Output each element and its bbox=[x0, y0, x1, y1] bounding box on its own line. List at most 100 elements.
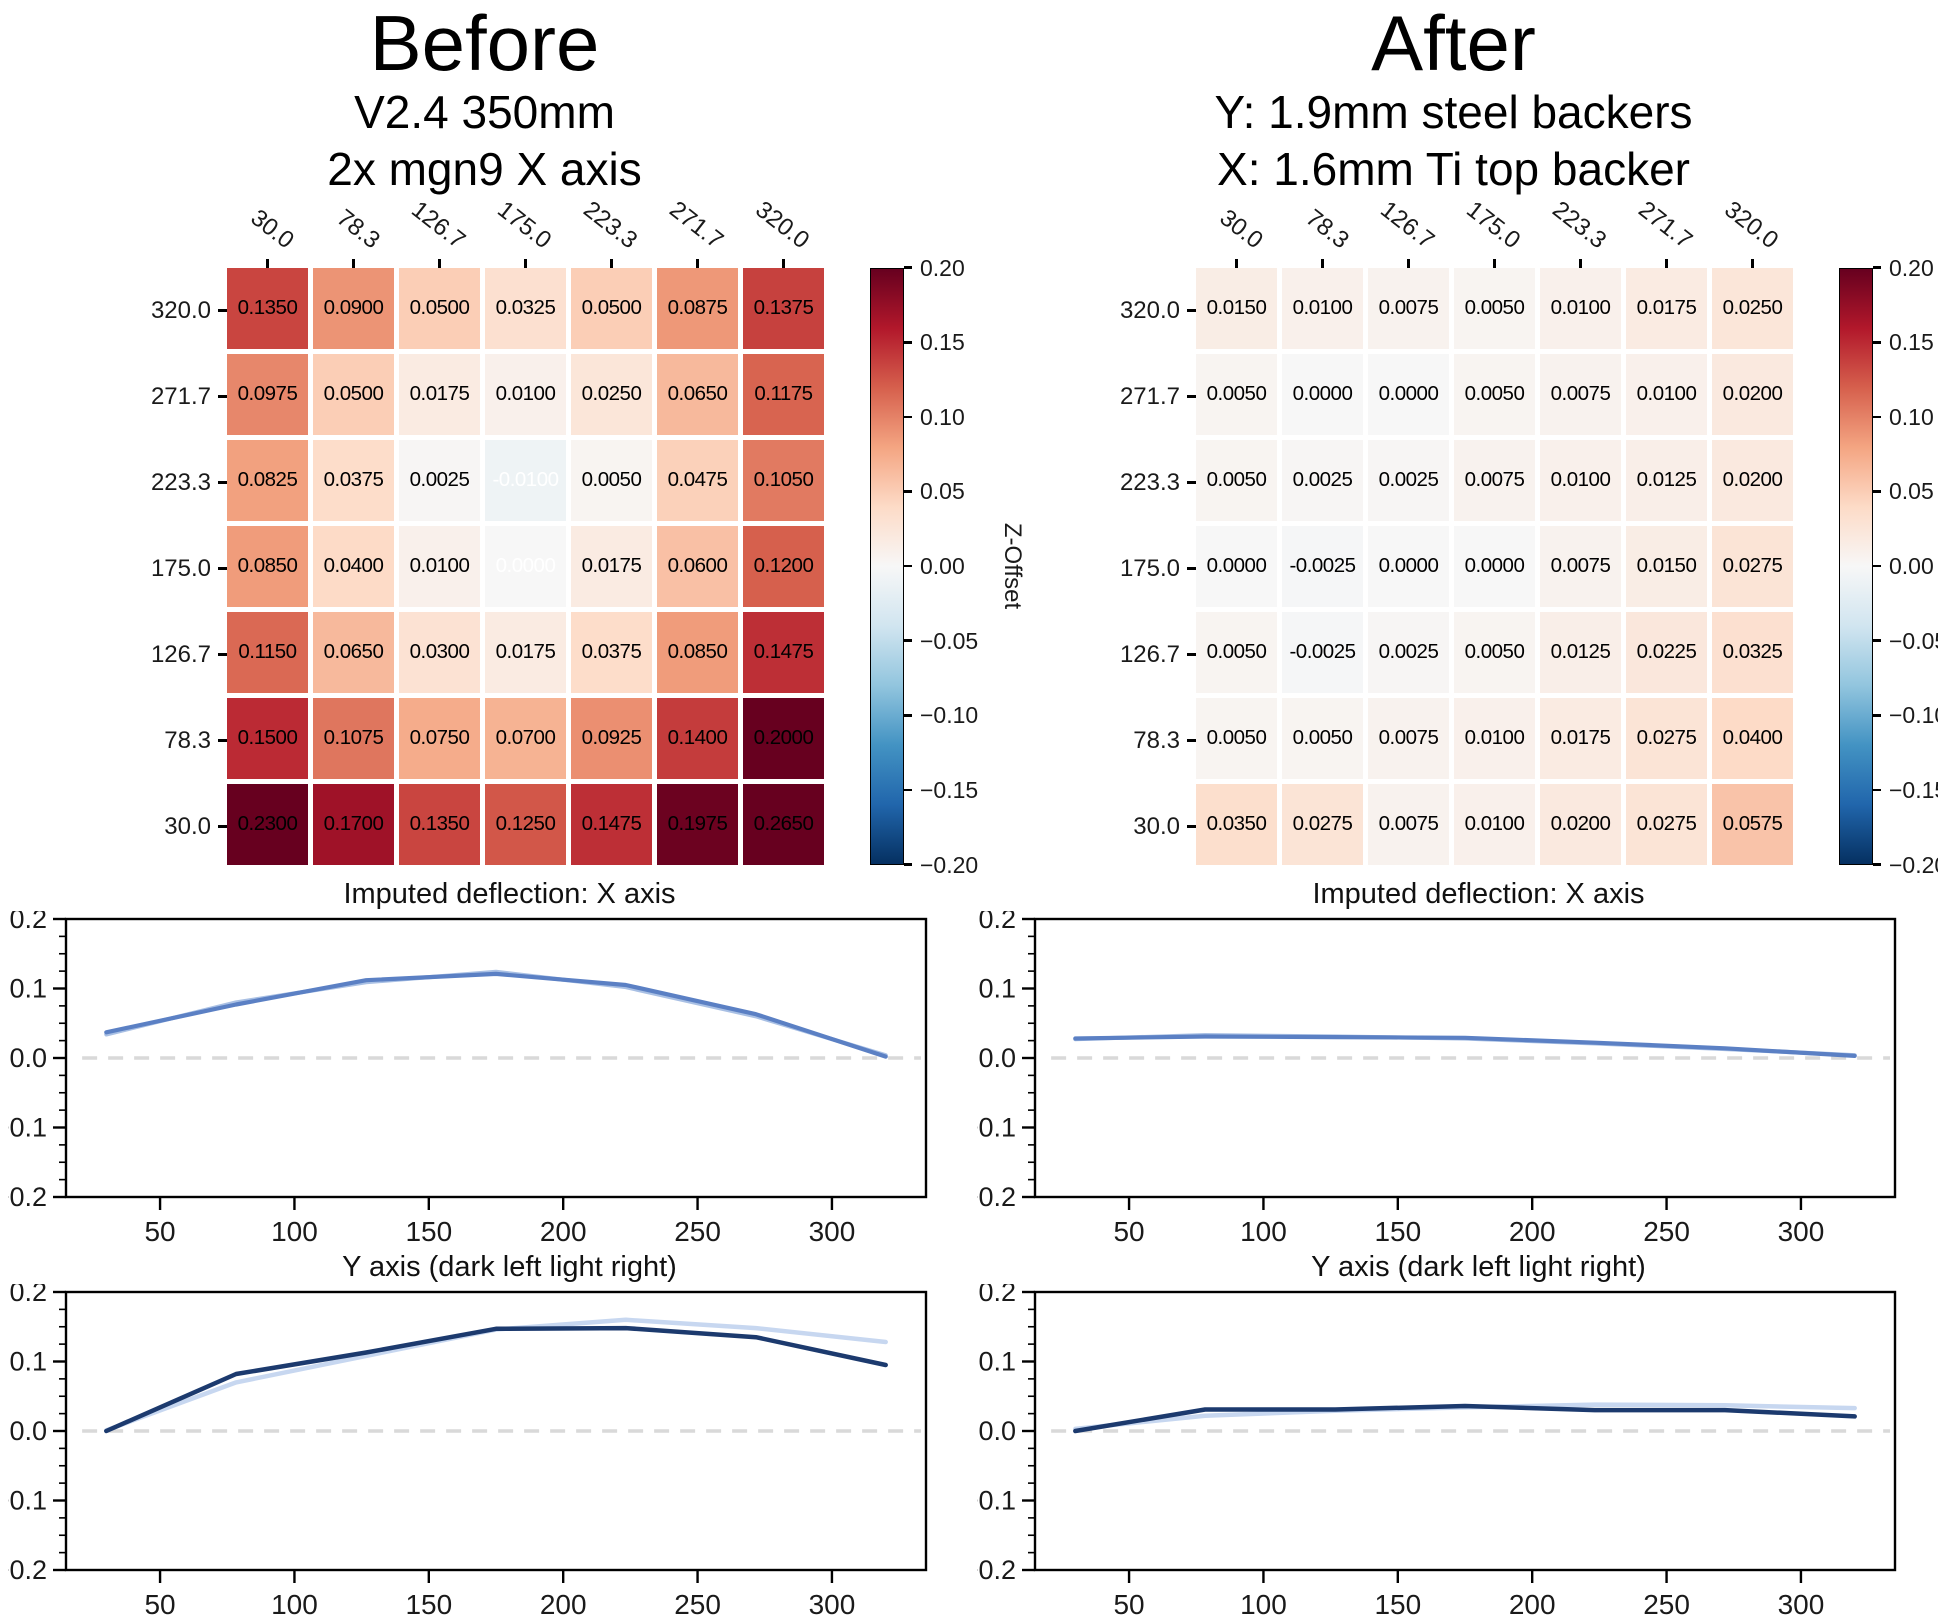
x-tick-label: 250 bbox=[674, 1216, 721, 1245]
panel-title-after: After bbox=[1371, 0, 1536, 87]
heatmap-col-label: 78.3 bbox=[1300, 203, 1354, 254]
panel-subtitle-before-2: 2x mgn9 X axis bbox=[327, 142, 642, 195]
heatmap-area: 320.0 271.7 223.3 175.0 126.7 78.3 30.0 30.0 78.… bbox=[1120, 196, 1938, 877]
heatmap-cell: 0.0050 bbox=[1454, 611, 1535, 693]
heatmap-cell: 0.2650 bbox=[743, 783, 824, 865]
colorbar-tick bbox=[904, 714, 912, 717]
heatmap-cell: 0.0325 bbox=[1712, 611, 1793, 693]
heatmap-cell: 0.1500 bbox=[227, 697, 308, 779]
heatmap-cell: 0.0325 bbox=[485, 267, 566, 349]
colorbar-tick bbox=[1873, 788, 1881, 792]
heatmap-cell: 0.0175 bbox=[1626, 267, 1707, 349]
x-tick-label: 300 bbox=[809, 1216, 856, 1245]
heatmap-row-labels: 320.0 271.7 223.3 175.0 126.7 78.3 30.0 bbox=[151, 206, 227, 870]
col-tick bbox=[524, 258, 527, 268]
series-y-left-dark bbox=[104, 1325, 888, 1433]
heatmap-cell: 0.0150 bbox=[1196, 267, 1277, 349]
heatmap-grid: 0.1350 0.0900 0.0500 0.0325 0.0500 0.0875 0.13… bbox=[227, 267, 824, 865]
heatmap-cell: 0.0700 bbox=[485, 697, 566, 779]
row-tick bbox=[1187, 825, 1196, 829]
colorbar-tick-label: 0.20 bbox=[920, 254, 965, 281]
heatmap-cell: 0.0650 bbox=[313, 611, 394, 693]
x-tick-label: 250 bbox=[674, 1589, 721, 1618]
x-tick-label: 200 bbox=[540, 1216, 587, 1245]
charts-before: Imputed deflection: X axis 0.2 0.1 0.0 −0.1… bbox=[8, 872, 953, 1618]
heatmap-cell: 0.0000 bbox=[1282, 353, 1363, 435]
heatmap-cell: 0.2000 bbox=[743, 697, 824, 779]
y-tick-label: −0.2 bbox=[977, 1555, 1016, 1585]
heatmap-cell: 0.0100 bbox=[1540, 267, 1621, 349]
y-tick-label: −0.1 bbox=[977, 1112, 1016, 1142]
heatmap-cell: 0.0025 bbox=[1282, 439, 1363, 521]
heatmap-cell: 0.0050 bbox=[571, 439, 652, 521]
heatmap-cell: 0.0400 bbox=[313, 525, 394, 607]
heatmap-col-label: 175.0 bbox=[492, 195, 557, 254]
col-tick bbox=[1579, 258, 1582, 268]
series-x-rail-main bbox=[104, 971, 888, 1059]
colorbar-tick bbox=[904, 564, 912, 568]
heatmap-row-label: 78.3 bbox=[155, 698, 227, 784]
row-tick bbox=[1187, 309, 1196, 313]
x-tick-label: 300 bbox=[1778, 1589, 1825, 1618]
heatmap-cell: 0.0075 bbox=[1368, 697, 1449, 779]
heatmap-row-label: 126.7 bbox=[151, 612, 227, 698]
plot-svg: 0.2 0.1 0.0 −0.1 −0.2 50 100 150 200 250 300 bbox=[977, 911, 1897, 1245]
y-tick-label: 0.1 bbox=[978, 973, 1016, 1003]
x-tick-label: 250 bbox=[1643, 1216, 1690, 1245]
y-tick-label: −0.1 bbox=[8, 1485, 47, 1515]
heatmap-cell: 0.1150 bbox=[227, 611, 308, 693]
heatmap-cell: 0.1250 bbox=[485, 783, 566, 865]
y-tick-label: 0.1 bbox=[978, 1346, 1016, 1376]
panel-title-before: Before bbox=[369, 0, 600, 87]
plot-svg: 0.2 0.1 0.0 −0.1 −0.2 50 100 150 200 250 300 bbox=[8, 1284, 928, 1618]
heatmap-cell: 0.0000 bbox=[1196, 525, 1277, 607]
heatmap-cell: 0.2300 bbox=[227, 783, 308, 865]
heatmap-col-labels: 30.0 78.3 126.7 175.0 223.3 271.7 320.0 bbox=[227, 196, 824, 268]
colorbar-tick bbox=[904, 340, 912, 344]
heatmap-area: 320.0 271.7 223.3 175.0 126.7 78.3 30.0 30.0 78.… bbox=[151, 196, 1026, 877]
colorbar-tick bbox=[1873, 340, 1881, 344]
colorbar-tick bbox=[904, 863, 912, 866]
colorbar-tick-label: −0.15 bbox=[920, 776, 979, 803]
plot-svg: 0.2 0.1 0.0 −0.1 −0.2 50 100 150 200 250 300 bbox=[8, 911, 928, 1245]
heatmap-cell: 0.1475 bbox=[743, 611, 824, 693]
heatmap-cell: 0.0850 bbox=[657, 611, 738, 693]
heatmap-cell: 0.0900 bbox=[313, 267, 394, 349]
row-tick bbox=[218, 739, 227, 743]
y-tick-label: 0.0 bbox=[9, 1043, 47, 1073]
heatmap-cell: 0.0250 bbox=[1712, 267, 1793, 349]
line-chart-after-y: 0.2 0.1 0.0 −0.1 −0.2 50 100 150 200 250 300 bbox=[977, 1284, 1922, 1618]
heatmap-cell: 0.0200 bbox=[1540, 783, 1621, 865]
heatmap-cell: 0.0175 bbox=[571, 525, 652, 607]
heatmap-cell: 0.0075 bbox=[1454, 439, 1535, 521]
heatmap-cell: -0.0025 bbox=[1282, 611, 1363, 693]
heatmap-cell: 0.0750 bbox=[399, 697, 480, 779]
heatmap-after: 320.0 271.7 223.3 175.0 126.7 78.3 30.0 30.0 78.… bbox=[1034, 196, 1938, 877]
heatmap-cell: 0.0375 bbox=[313, 439, 394, 521]
heatmap-cell: 0.1975 bbox=[657, 783, 738, 865]
heatmap-cell: 0.0275 bbox=[1626, 783, 1707, 865]
row-tick bbox=[218, 481, 227, 485]
heatmap-cell: 0.0075 bbox=[1368, 783, 1449, 865]
heatmap-cell: 0.0000 bbox=[485, 525, 566, 607]
heatmap-cell: 0.0025 bbox=[1368, 611, 1449, 693]
x-tick-label: 300 bbox=[1778, 1216, 1825, 1245]
y-tick-label: −0.2 bbox=[8, 1182, 47, 1212]
heatmap-cell: 0.0100 bbox=[1626, 353, 1707, 435]
row-tick bbox=[218, 825, 227, 829]
x-tick-label: 100 bbox=[271, 1589, 318, 1618]
heatmap-cell: -0.0100 bbox=[485, 439, 566, 521]
x-tick-label: 100 bbox=[1240, 1216, 1287, 1245]
heatmap-cell: 0.1175 bbox=[743, 353, 824, 435]
y-tick-label: 0.2 bbox=[9, 911, 47, 934]
heatmap-row-label: 126.7 bbox=[1120, 612, 1196, 698]
charts-after: Imputed deflection: X axis 0.2 0.1 0.0 −0.1… bbox=[977, 872, 1922, 1618]
panel-subtitle-after-2: X: 1.6mm Ti top backer bbox=[1217, 142, 1690, 195]
heatmap-row-label: 223.3 bbox=[151, 440, 227, 526]
line-chart-before-x: 0.2 0.1 0.0 −0.1 −0.2 50 100 150 200 250 300 bbox=[8, 911, 953, 1245]
y-tick-label: 0.1 bbox=[9, 973, 47, 1003]
heatmap-row-label: 271.7 bbox=[151, 354, 227, 440]
heatmap-cell: 0.0275 bbox=[1282, 783, 1363, 865]
colorbar-gradient bbox=[870, 267, 904, 865]
row-tick bbox=[1187, 739, 1196, 743]
